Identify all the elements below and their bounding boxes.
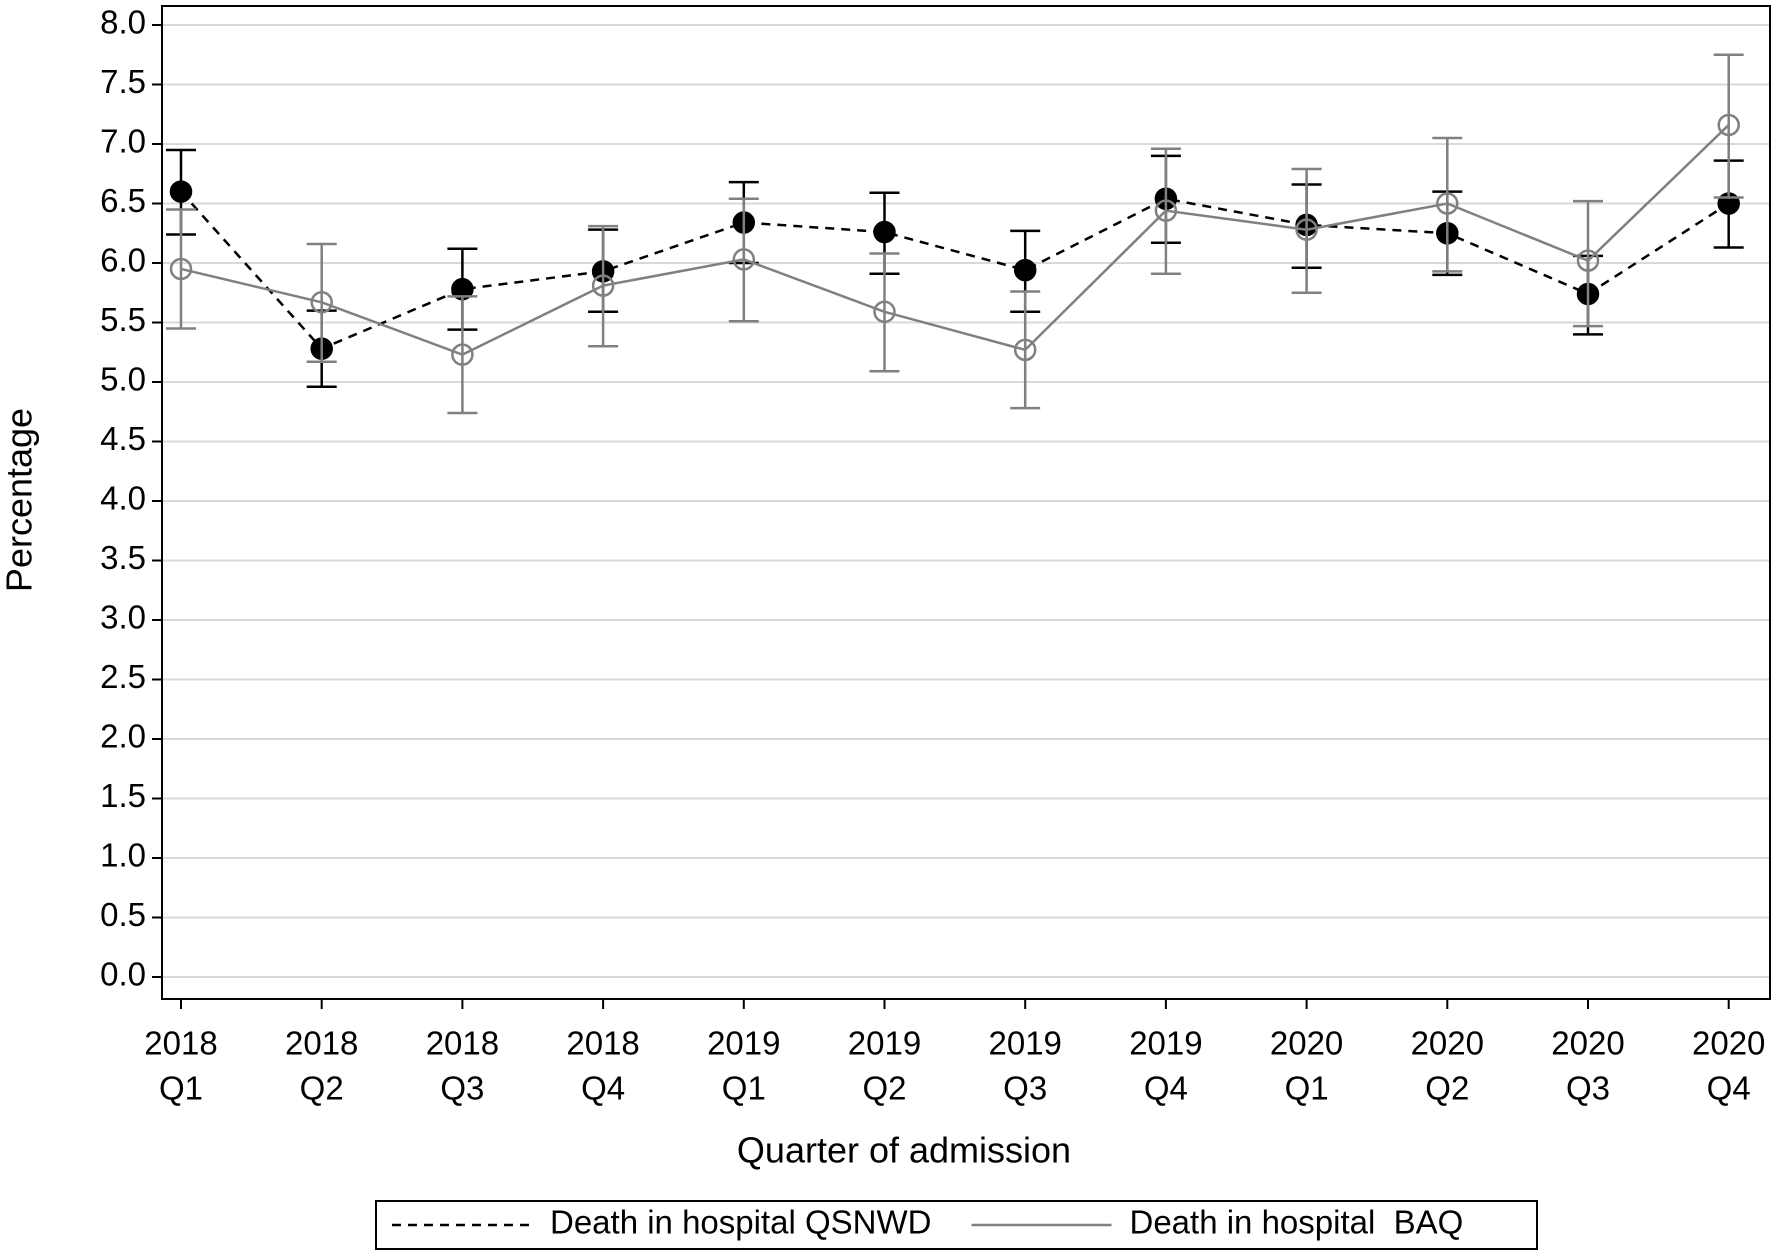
legend-label: Death in hospital BAQ [1129, 1204, 1463, 1241]
x-tick-label: Q4 [1144, 1070, 1188, 1107]
x-tick-label: Q2 [1425, 1070, 1469, 1107]
error-bar [728, 197, 759, 323]
point [1154, 199, 1178, 222]
x-tick-label: Q1 [722, 1070, 766, 1107]
error-bar [1150, 147, 1181, 275]
point [1717, 113, 1740, 137]
x-tick-label: 2018 [426, 1025, 499, 1062]
y-tick-label: 8.0 [100, 4, 146, 41]
y-tick-label: 5.0 [100, 361, 146, 398]
error-bar [1291, 167, 1322, 294]
x-tick-label: Q2 [862, 1070, 906, 1107]
point [873, 300, 896, 324]
error-bar [1432, 136, 1463, 273]
x-tick-label: Q4 [1707, 1070, 1751, 1107]
x-tick-label: 2020 [1411, 1025, 1484, 1062]
point [169, 180, 193, 203]
x-tick-label: Q2 [300, 1070, 344, 1107]
legend-frame [375, 1200, 1538, 1250]
point [1295, 218, 1318, 241]
x-tick-label: 2018 [144, 1025, 217, 1062]
y-axis-title: Percentage [0, 408, 40, 592]
error-bar [447, 295, 478, 415]
point [1013, 338, 1037, 362]
y-tick-label: 1.5 [100, 777, 146, 814]
x-tick-label: 2019 [707, 1025, 780, 1062]
y-tick-label: 0.5 [100, 896, 146, 933]
y-tick-label: 3.5 [100, 539, 146, 576]
x-tick-label: 2020 [1692, 1025, 1765, 1062]
x-tick-label: 2019 [1129, 1025, 1202, 1062]
plot-frame [161, 5, 1771, 1000]
point [451, 343, 474, 366]
y-tick-label: 3.0 [100, 599, 146, 636]
series-line [180, 124, 1730, 356]
x-tick-label: 2019 [988, 1025, 1061, 1062]
legend-label: Death in hospital QSNWD [550, 1204, 931, 1241]
point [310, 291, 333, 314]
y-tick-label: 6.5 [100, 182, 146, 219]
x-tick-label: Q3 [440, 1070, 484, 1107]
y-tick-label: 7.0 [100, 123, 146, 160]
point [1436, 192, 1459, 215]
y-tick-label: 4.0 [100, 480, 146, 517]
error-bar [869, 252, 900, 373]
x-axis-title: Quarter of admission [737, 1130, 1071, 1171]
point [1013, 258, 1037, 282]
error-bar [588, 224, 619, 348]
x-tick-label: 2020 [1270, 1025, 1343, 1062]
y-tick-label: 2.5 [100, 658, 146, 695]
error-bar [306, 242, 337, 364]
x-tick-label: Q3 [1566, 1070, 1610, 1107]
error-bar [1573, 199, 1603, 328]
error-bar [1010, 290, 1041, 410]
point [169, 257, 193, 281]
y-tick-label: 1.0 [100, 837, 146, 874]
point [732, 248, 756, 271]
x-tick-label: 2020 [1551, 1025, 1624, 1062]
y-tick-label: 0.0 [100, 956, 146, 993]
x-tick-label: 2019 [848, 1025, 921, 1062]
y-tick-label: 4.5 [100, 420, 146, 457]
y-tick-label: 2.0 [100, 718, 146, 755]
x-tick-label: Q1 [159, 1070, 203, 1107]
x-tick-label: 2018 [285, 1025, 358, 1062]
point [873, 220, 896, 244]
x-tick-label: 2018 [566, 1025, 639, 1062]
y-tick-label: 6.0 [100, 242, 146, 279]
point [1576, 249, 1600, 272]
x-tick-label: Q3 [1003, 1070, 1047, 1107]
x-tick-label: Q1 [1285, 1070, 1329, 1107]
point [591, 274, 615, 297]
y-tick-label: 7.5 [100, 63, 146, 100]
x-tick-label: Q4 [581, 1070, 625, 1107]
error-bar [166, 208, 196, 330]
y-tick-label: 5.5 [100, 301, 146, 338]
error-bar [1713, 53, 1744, 199]
series-line [180, 190, 1730, 351]
